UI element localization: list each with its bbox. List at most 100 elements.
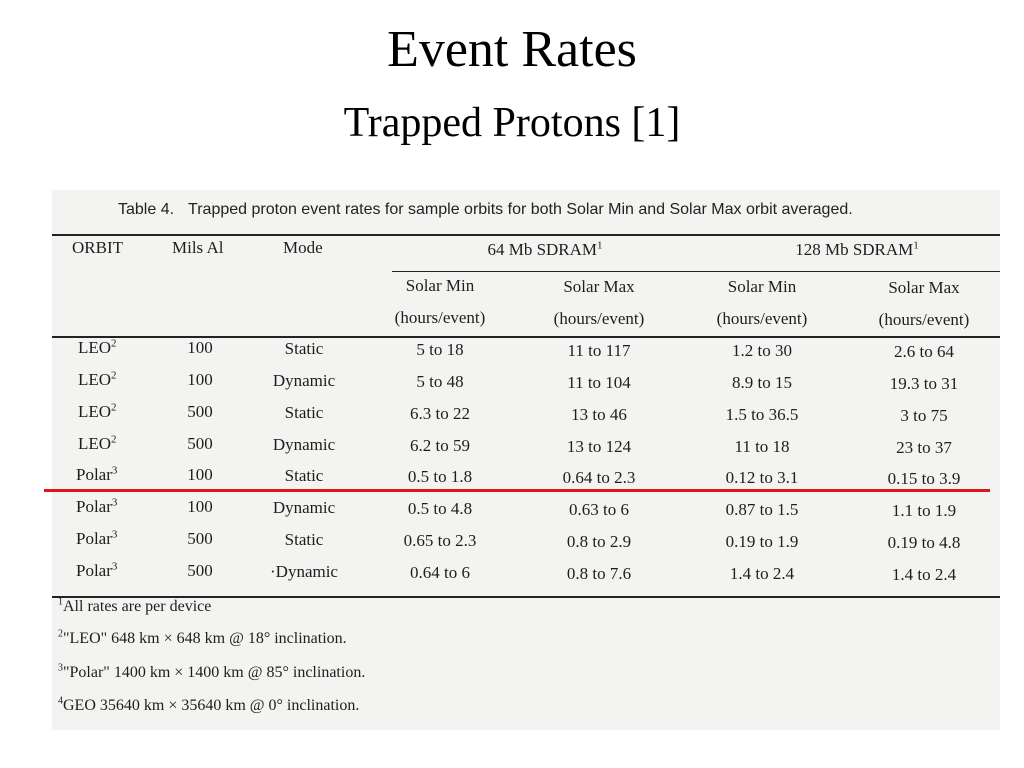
cell-solar-min-128: 1.4 to 2.4 (729, 564, 795, 583)
header-solar-max-64: Solar Max (563, 277, 635, 296)
table-rule-group (392, 271, 1000, 272)
footnote-text: All rates are per device (63, 598, 212, 615)
cell-solar-max-128: 2.6 to 64 (894, 342, 954, 361)
cell-mils: 100 (187, 465, 213, 484)
orbit-footnote-sup: 2 (111, 337, 117, 350)
orbit-name: LEO (78, 370, 112, 389)
header-unit-1: (hours/event) (394, 308, 486, 327)
cell-mode: Dynamic (272, 371, 336, 390)
cell-orbit: LEO2 (78, 434, 117, 454)
orbit-footnote-sup: 2 (111, 369, 117, 382)
header-orbit: ORBIT (72, 238, 123, 257)
cell-solar-min-64: 5 to 18 (416, 340, 464, 359)
cell-solar-max-128: 1.1 to 1.9 (891, 501, 957, 520)
cell-mils: 100 (187, 338, 213, 357)
cell-solar-max-128: 3 to 75 (900, 406, 948, 425)
cell-solar-min-128: 0.87 to 1.5 (725, 500, 799, 519)
orbit-footnote-sup: 3 (111, 528, 118, 541)
header-mode: Mode (283, 238, 323, 257)
footnote-sup: 4 (58, 695, 63, 707)
cell-mils: 500 (187, 561, 213, 580)
caption-label: Table 4. (118, 201, 175, 218)
orbit-footnote-sup: 3 (111, 560, 118, 573)
header-unit-3: (hours/event) (716, 309, 808, 328)
orbit-name: Polar (76, 497, 112, 516)
header-unit-2: (hours/event) (553, 309, 645, 328)
cell-solar-min-64: 0.65 to 2.3 (403, 531, 477, 550)
cell-solar-min-64: 0.5 to 1.8 (407, 467, 473, 486)
slide-subtitle: Trapped Protons [1] (343, 100, 681, 146)
orbit-footnote-sup: 2 (111, 433, 117, 446)
table-caption: Table 4. Trapped proton event rates for s… (118, 201, 853, 219)
cell-mode: ·Dynamic (270, 562, 338, 581)
cell-mode: Dynamic (272, 498, 336, 517)
footnote-sup: 1 (58, 596, 63, 608)
cell-mils: 500 (187, 402, 213, 421)
header-group-128mb-sup: 1 (913, 239, 919, 252)
table-rule-bottom (52, 596, 1000, 598)
orbit-footnote-sup: 2 (111, 401, 117, 414)
footnote-text: "LEO" 648 km × 648 km @ 18° inclination. (63, 630, 347, 647)
cell-orbit: Polar3 (76, 465, 117, 485)
cell-solar-min-64: 6.3 to 22 (410, 404, 470, 423)
footnote-sup: 2 (58, 628, 63, 640)
orbit-name: LEO (78, 402, 112, 421)
orbit-name: Polar (76, 529, 112, 548)
footnote: 1All rates are per device (58, 597, 211, 617)
header-solar-min-64: Solar Min (405, 276, 475, 295)
cell-solar-min-128: 1.5 to 36.5 (725, 405, 799, 424)
cell-solar-min-128: 0.19 to 1.9 (725, 532, 799, 551)
cell-solar-min-128: 0.12 to 3.1 (725, 468, 799, 487)
orbit-name: LEO (78, 434, 112, 453)
cell-mode: Static (284, 403, 324, 422)
cell-solar-min-64: 0.5 to 4.8 (407, 499, 473, 518)
cell-orbit: LEO2 (78, 402, 117, 422)
cell-orbit: Polar3 (76, 497, 117, 517)
cell-solar-max-64: 0.8 to 2.9 (566, 532, 632, 551)
cell-mils: 500 (187, 529, 213, 548)
cell-solar-min-64: 0.64 to 6 (410, 563, 470, 582)
cell-mils: 100 (187, 370, 213, 389)
cell-solar-max-64: 0.63 to 6 (569, 500, 629, 519)
cell-mode: Static (284, 530, 324, 549)
footnote: 4GEO 35640 km × 35640 km @ 0° inclinatio… (58, 696, 359, 716)
cell-solar-max-128: 1.4 to 2.4 (891, 565, 957, 584)
caption-text: Trapped proton event rates for sample or… (188, 201, 853, 218)
header-group-64mb-sup: 1 (597, 239, 603, 252)
cell-solar-min-128: 8.9 to 15 (732, 373, 792, 392)
cell-solar-max-64: 0.8 to 7.6 (566, 564, 632, 583)
cell-mils: 500 (187, 434, 213, 453)
cell-mode: Dynamic (272, 435, 336, 454)
footnote: 2"LEO" 648 km × 648 km @ 18° inclination… (58, 629, 347, 649)
cell-orbit: Polar3 (76, 529, 117, 549)
orbit-footnote-sup: 3 (111, 464, 118, 477)
cell-solar-max-64: 11 to 117 (567, 341, 631, 360)
table-rule-header-bottom (52, 336, 1000, 338)
cell-mode: Static (284, 339, 324, 358)
cell-solar-max-64: 11 to 104 (567, 373, 631, 392)
header-group-64mb-label: 64 Mb SDRAM (487, 240, 598, 259)
footnote-sup: 3 (58, 662, 63, 674)
header-group-64mb: 64 Mb SDRAM1 (400, 240, 690, 260)
header-unit-4: (hours/event) (878, 310, 970, 329)
cell-solar-max-128: 0.15 to 3.9 (887, 469, 961, 488)
header-solar-max-128: Solar Max (888, 278, 960, 297)
cell-solar-min-128: 11 to 18 (734, 437, 790, 456)
cell-solar-min-64: 6.2 to 59 (410, 436, 470, 455)
scanned-table-background (52, 190, 1000, 730)
orbit-name: LEO (78, 338, 112, 357)
header-group-128mb: 128 Mb SDRAM1 (712, 240, 1002, 260)
cell-solar-max-128: 0.19 to 4.8 (887, 533, 961, 552)
cell-orbit: LEO2 (78, 370, 117, 390)
footnote-text: "Polar" 1400 km × 1400 km @ 85° inclinat… (63, 664, 366, 681)
header-solar-min-128: Solar Min (727, 277, 797, 296)
cell-solar-min-128: 1.2 to 30 (732, 341, 792, 360)
cell-mode: Static (284, 466, 324, 485)
header-group-128mb-label: 128 Mb SDRAM (795, 240, 914, 259)
header-mils-al: Mils Al (172, 238, 224, 257)
footnote: 3"Polar" 1400 km × 1400 km @ 85° inclina… (58, 663, 365, 683)
cell-orbit: LEO2 (78, 338, 117, 358)
cell-solar-max-64: 0.64 to 2.3 (562, 468, 636, 487)
cell-solar-max-64: 13 to 124 (566, 437, 632, 456)
cell-solar-max-64: 13 to 46 (571, 405, 627, 424)
